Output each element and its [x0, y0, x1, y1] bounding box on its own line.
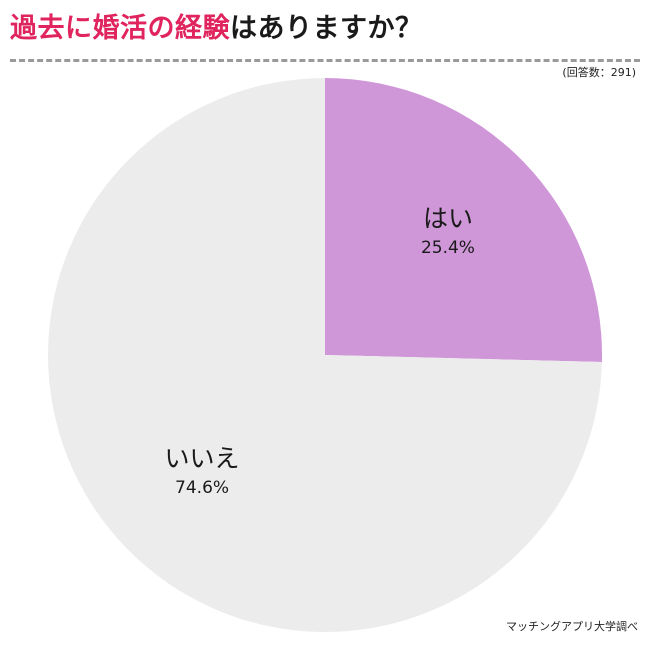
slice-percent-no: 74.6% [175, 478, 229, 498]
slice-percent-yes: 25.4% [421, 238, 475, 258]
chart-title-rest: はありますか？ [230, 13, 423, 44]
source-note: マッチングアプリ大学調べ [506, 620, 638, 633]
response-count: (回答数：291) [562, 66, 636, 79]
pie-slice-no [48, 77, 602, 632]
slice-label-no: いいえ [165, 444, 240, 473]
slice-label-yes: はい [423, 204, 473, 233]
pie-slice-yes [325, 78, 602, 362]
chart-title: 過去に婚活の経験はありますか？ [10, 6, 423, 45]
title-divider [10, 59, 640, 62]
chart-title-accent: 過去に婚活の経験 [10, 13, 230, 44]
